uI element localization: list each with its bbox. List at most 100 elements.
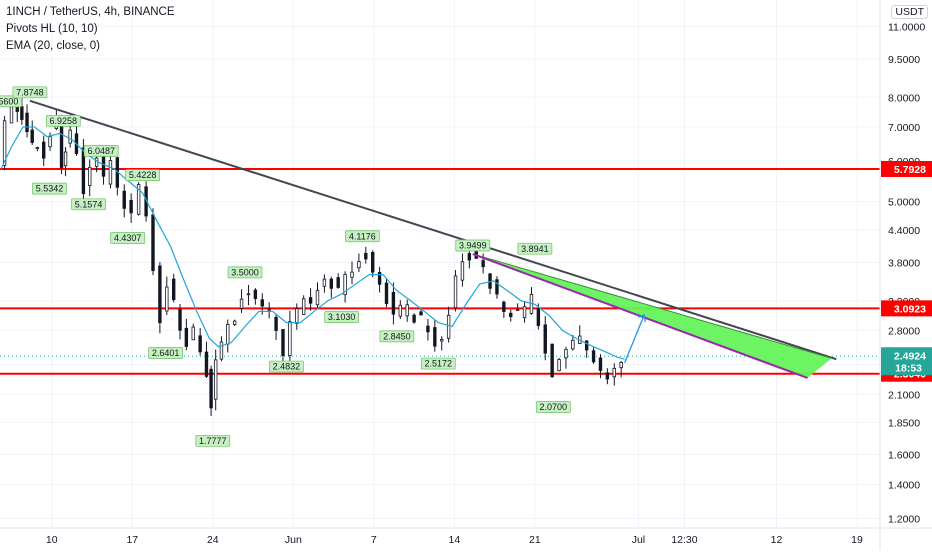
- y-tick-label: 2.1000: [888, 389, 920, 401]
- pivot-label: 4.4307: [114, 233, 142, 243]
- pivot-label-box: [269, 360, 304, 373]
- candle-body: [48, 136, 52, 148]
- level-price-label: 3.0923: [894, 303, 926, 315]
- candle-body: [550, 343, 554, 378]
- y-tick-label: 11.0000: [888, 22, 925, 34]
- level-price-badge: [881, 300, 932, 317]
- candle-body: [226, 323, 230, 345]
- candle-body: [495, 279, 499, 295]
- pivot-label-box: [420, 357, 456, 370]
- candle-body: [108, 160, 113, 185]
- candle-body: [301, 298, 306, 315]
- candle-body: [253, 289, 258, 299]
- pivot-label-box: [324, 311, 359, 323]
- y-tick-label: 4.4000: [888, 225, 920, 237]
- candle-body: [453, 275, 458, 309]
- pivot-label: 7.8748: [16, 87, 44, 97]
- y-tick-label: 7.0000: [888, 122, 920, 134]
- candle-body: [384, 282, 389, 305]
- candle-body: [178, 308, 182, 331]
- pivot-label: 2.0700: [540, 402, 568, 412]
- candle-body: [343, 274, 347, 296]
- candle-body: [94, 157, 99, 167]
- candle-body: [191, 326, 195, 341]
- y-tick-label: 8.0000: [888, 92, 920, 104]
- candle-body: [481, 260, 485, 268]
- candle-body: [246, 293, 251, 296]
- bar-countdown: 18:53: [895, 362, 922, 374]
- candle-body: [584, 340, 589, 351]
- pivot-label: 4.1176: [349, 231, 376, 241]
- candle-body: [426, 325, 430, 333]
- candle-body: [412, 314, 416, 323]
- pivot-label: 1.7777: [199, 436, 227, 446]
- candle-body: [260, 299, 264, 307]
- candle-body: [557, 359, 561, 372]
- candle-body: [598, 357, 603, 371]
- candle-body: [543, 324, 547, 354]
- candle-body: [322, 278, 327, 287]
- candle-body: [59, 124, 64, 168]
- pivot-label: 2.5172: [425, 359, 453, 369]
- candle-body: [2, 120, 7, 166]
- candle-body: [281, 329, 285, 356]
- pivot-label: 2.6401: [152, 348, 180, 358]
- pivot-label-box: [83, 145, 119, 157]
- candle-body: [591, 350, 596, 363]
- y-tick-label: 1.6000: [888, 450, 920, 462]
- currency-value: USDT: [895, 6, 924, 18]
- pivot-label: 2.8450: [383, 331, 411, 341]
- candle-body: [165, 286, 169, 312]
- currency-label[interactable]: USDT: [891, 5, 928, 19]
- wedge-pattern: [472, 254, 832, 378]
- ema-indicator-label[interactable]: EMA (20, close, 0): [6, 40, 100, 52]
- candle-body: [30, 129, 34, 143]
- candle-body: [391, 292, 396, 315]
- pivot-label-box: [45, 114, 81, 127]
- pivot-label: 5.4228: [129, 170, 157, 180]
- pivot-label-box: [32, 182, 67, 195]
- pivot-label: 5.5342: [36, 184, 64, 194]
- pivot-label: 3.9499: [459, 241, 487, 251]
- candle-body: [315, 290, 320, 306]
- candle-body: [522, 306, 527, 319]
- last-price-value: 2.4924: [894, 350, 926, 362]
- candle-body: [377, 272, 382, 285]
- x-tick-label: 12:30: [671, 534, 697, 546]
- candle-body: [171, 278, 176, 301]
- candle-body: [329, 278, 333, 289]
- descending-trendline: [29, 99, 837, 361]
- candle-body: [336, 277, 340, 288]
- candle-body: [198, 335, 202, 353]
- x-tick-label: 7: [371, 534, 377, 546]
- candle-body: [536, 307, 541, 326]
- x-tick-label: Jun: [285, 534, 302, 546]
- y-tick-label: 2.8000: [888, 325, 920, 337]
- level-price-badge: [881, 160, 932, 177]
- pivot-label-box: [345, 230, 380, 243]
- candle-body: [129, 199, 133, 214]
- pivot-label-box: [125, 169, 160, 181]
- candle-body: [101, 154, 106, 177]
- candle-body: [446, 314, 451, 339]
- candle-body: [209, 368, 213, 409]
- candle-body: [509, 312, 513, 318]
- candle-body: [405, 304, 409, 317]
- pivot-label: 5.1574: [75, 199, 103, 209]
- pivots-indicator-label[interactable]: Pivots HL (10, 10): [6, 23, 98, 35]
- symbol-title[interactable]: 1INCH / TetherUS, 4h, BINANCE: [6, 6, 175, 18]
- candle-body: [460, 261, 465, 281]
- candle-body: [288, 321, 292, 356]
- candle-body: [184, 327, 189, 347]
- pivot-label-box: [12, 86, 48, 99]
- candle-body: [515, 309, 520, 311]
- candle-body: [419, 311, 423, 316]
- pivot-label-box: [535, 401, 571, 413]
- candle-body: [440, 339, 444, 342]
- candle-body: [274, 316, 278, 331]
- y-tick-label: 5.0000: [888, 197, 920, 209]
- wedge-upper-edge: [472, 253, 832, 359]
- pivot-label: 3.1030: [328, 312, 356, 322]
